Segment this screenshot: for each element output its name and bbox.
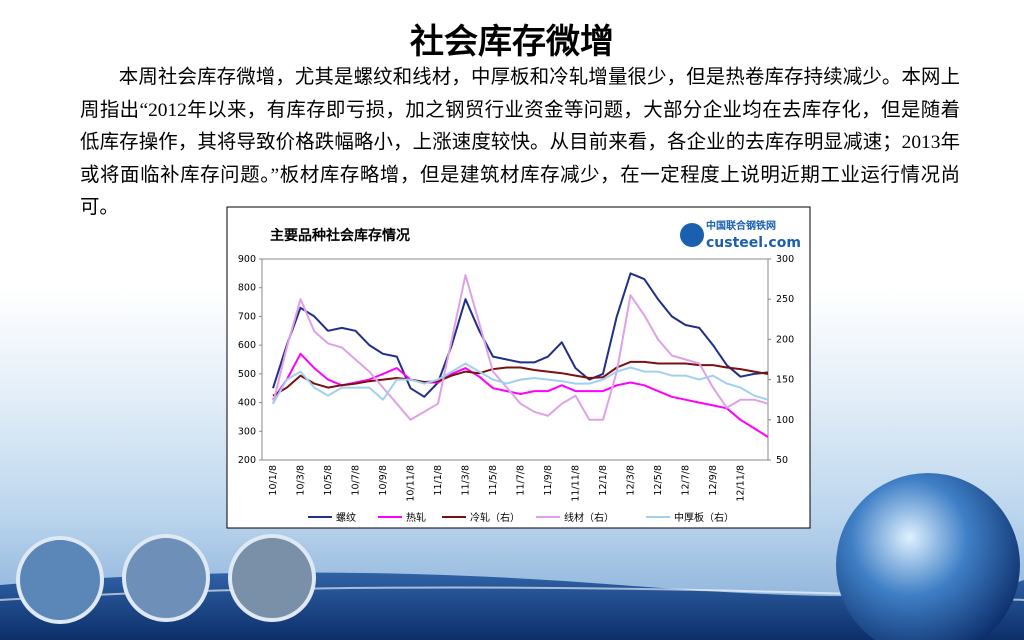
globe <box>836 473 1020 640</box>
logo-icon <box>680 223 704 247</box>
y-tick-label: 200 <box>238 455 256 466</box>
y-tick-label: 800 <box>238 283 256 294</box>
chart-title: 主要品种社会库存情况 <box>270 227 410 244</box>
series-line <box>272 274 769 421</box>
y2-tick-label: 300 <box>776 254 794 265</box>
legend-label: 线材（右） <box>564 511 614 524</box>
x-tick-label: 12/3/8 <box>626 465 637 496</box>
x-tick-label: 11/5/8 <box>488 465 499 496</box>
y2-tick-label: 150 <box>776 375 794 386</box>
x-tick-label: 10/11/8 <box>406 465 417 502</box>
legend-label: 热轧 <box>406 511 426 524</box>
slide-title: 社会库存微增 <box>410 24 614 61</box>
x-tick-label: 10/3/8 <box>296 465 307 496</box>
photo-circle <box>122 534 210 622</box>
logo-url: custeel.com <box>706 235 801 251</box>
y2-tick-label: 200 <box>776 334 794 345</box>
x-tick-label: 11/3/8 <box>461 465 472 496</box>
series-line <box>272 272 769 398</box>
x-tick-label: 11/1/8 <box>433 465 444 496</box>
y2-tick-label: 50 <box>776 455 788 466</box>
y-tick-label: 600 <box>238 340 256 351</box>
paragraph: 本周社会库存微增，尤其是螺纹和线材，中厚板和冷轧增量很少，但是热卷库存持续减少。… <box>80 67 960 218</box>
legend-label: 冷轧（右） <box>470 511 520 524</box>
y-tick-label: 900 <box>238 254 256 265</box>
x-tick-label: 12/11/8 <box>736 465 747 502</box>
series-line <box>272 352 769 438</box>
logo-text: 中国联合钢铁网 <box>706 219 776 232</box>
series-line <box>272 360 769 397</box>
x-tick-label: 12/7/8 <box>681 465 692 496</box>
series-line <box>272 362 769 405</box>
x-tick-label: 10/5/8 <box>323 465 334 496</box>
x-tick-label: 12/5/8 <box>653 465 664 496</box>
x-tick-label: 10/7/8 <box>351 465 362 496</box>
x-tick-label: 10/1/8 <box>268 465 279 496</box>
y-tick-label: 500 <box>238 369 256 380</box>
x-tick-label: 11/7/8 <box>516 465 527 496</box>
x-tick-label: 10/9/8 <box>378 465 389 496</box>
plot-frame <box>261 258 769 461</box>
y-tick-label: 400 <box>238 398 256 409</box>
legend-label: 中厚板（右） <box>674 511 734 524</box>
y-tick-label: 700 <box>238 311 256 322</box>
x-tick-label: 12/1/8 <box>598 465 609 496</box>
y2-tick-label: 250 <box>776 294 794 305</box>
y2-tick-label: 100 <box>776 415 794 426</box>
x-tick-label: 12/9/8 <box>708 465 719 496</box>
photo-circle <box>16 536 104 624</box>
photo-circle <box>228 534 316 622</box>
x-tick-label: 11/9/8 <box>543 465 554 496</box>
legend-label: 螺纹 <box>336 511 356 524</box>
x-tick-label: 11/11/8 <box>571 465 582 502</box>
y-tick-label: 300 <box>238 426 256 437</box>
